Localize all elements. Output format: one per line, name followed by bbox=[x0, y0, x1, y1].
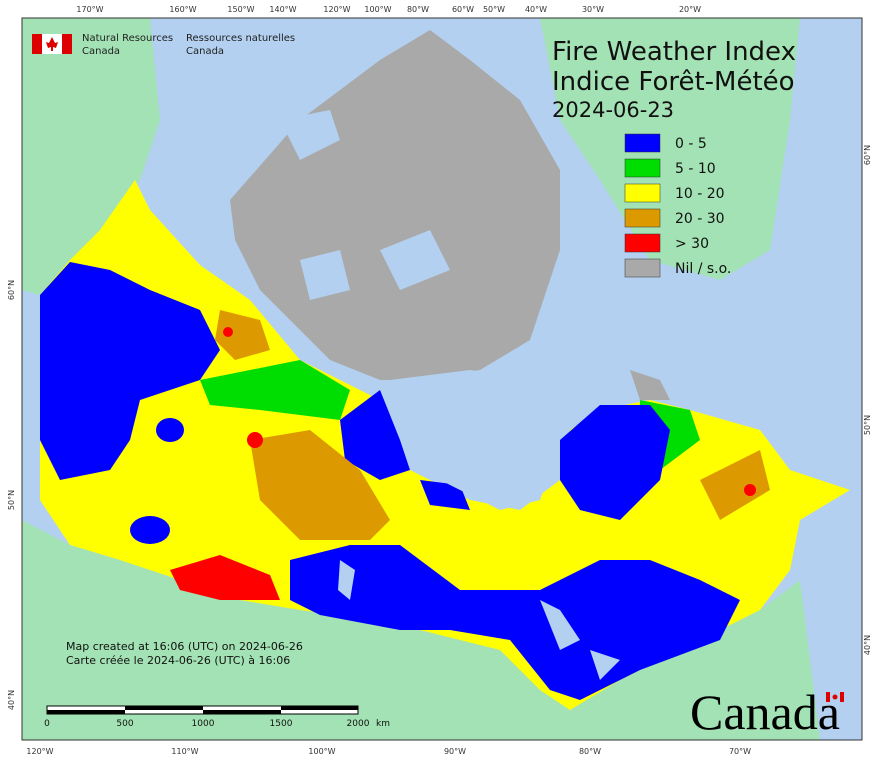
graticule-label: 80°W bbox=[579, 747, 601, 756]
maple-leaf bbox=[46, 37, 58, 51]
fwi-zone bbox=[560, 405, 670, 520]
flag-bar bbox=[826, 692, 830, 702]
legend-swatch bbox=[624, 258, 661, 278]
graticule-label: 150°W bbox=[227, 5, 254, 14]
scale-label: km bbox=[376, 719, 390, 729]
alaska bbox=[22, 18, 160, 295]
legend-label: 20 - 30 bbox=[675, 211, 725, 227]
legend-swatch bbox=[624, 233, 661, 253]
graticule-label: 160°W bbox=[169, 5, 196, 14]
fwi-zone bbox=[630, 370, 670, 400]
graticule-label: 60°W bbox=[452, 5, 474, 14]
scale-label: 1500 bbox=[270, 719, 293, 729]
fwi-zone bbox=[170, 555, 280, 600]
flag-bar bbox=[62, 34, 72, 54]
note: Map created at 16:06 (UTC) on 2024-06-26 bbox=[66, 640, 303, 653]
graticule-label: 120°W bbox=[26, 747, 53, 756]
fwi-zone bbox=[215, 310, 270, 360]
note: Carte créée le 2024-06-26 (UTC) à 16:06 bbox=[66, 654, 290, 667]
map-border bbox=[21, 17, 863, 741]
graticule-label: 100°W bbox=[308, 747, 335, 756]
fwi-zone bbox=[130, 516, 170, 544]
scale-label: 0 bbox=[44, 719, 50, 729]
graticule-label: 50°W bbox=[483, 5, 505, 14]
canada-wordmark: Canada bbox=[690, 684, 840, 740]
legend-swatch bbox=[624, 183, 661, 203]
fwi-zone bbox=[290, 545, 740, 700]
graticule-labels: 170°W 160°W 150°W 140°W 120°W 100°W 80°W… bbox=[7, 5, 872, 756]
fwi-zone bbox=[250, 430, 390, 540]
graticule-label: 70°W bbox=[729, 747, 751, 756]
scale-label: 500 bbox=[116, 719, 133, 729]
fwi-zone bbox=[247, 432, 263, 448]
greenland bbox=[540, 18, 800, 280]
graticule-label: 60°N bbox=[7, 280, 16, 300]
scale-segment bbox=[203, 710, 281, 714]
fwi-zone bbox=[340, 390, 410, 480]
title: Indice Forêt-Météo bbox=[552, 67, 795, 97]
graticule-label: 100°W bbox=[364, 5, 391, 14]
scale-label: 2000 bbox=[347, 719, 370, 729]
graticule-label: 90°W bbox=[444, 747, 466, 756]
arctic-channels bbox=[280, 110, 450, 300]
scale-label: 1000 bbox=[192, 719, 215, 729]
graticule-label: 170°W bbox=[76, 5, 103, 14]
fwi-zone bbox=[700, 450, 770, 520]
graticule-label: 50°N bbox=[863, 415, 872, 435]
legend-swatch bbox=[624, 208, 661, 228]
header: Natural Resources Canada Ressources natu… bbox=[32, 33, 295, 57]
wordmark: Canada bbox=[690, 684, 844, 740]
fwi-zone bbox=[156, 418, 184, 442]
graticule-label: 30°W bbox=[582, 5, 604, 14]
graticule-label: 40°W bbox=[525, 5, 547, 14]
fwi-zone bbox=[200, 360, 350, 420]
flag-bar bbox=[840, 692, 844, 702]
graticule-label: 50°N bbox=[7, 490, 16, 510]
graticule-label: 60°N bbox=[863, 145, 872, 165]
legend-label: 5 - 10 bbox=[675, 161, 716, 177]
legend-label: 0 - 5 bbox=[675, 136, 707, 152]
fwi-zone bbox=[40, 262, 220, 480]
legend-swatch bbox=[624, 133, 661, 153]
hudson-bay bbox=[390, 370, 560, 510]
lakes bbox=[338, 560, 620, 680]
legend-swatch bbox=[624, 158, 661, 178]
department-name: Natural Resources bbox=[82, 33, 173, 44]
graticule-label: 120°W bbox=[323, 5, 350, 14]
scale-segment bbox=[47, 710, 125, 714]
legend-label: Nil / s.o. bbox=[675, 261, 731, 277]
scale-segment bbox=[281, 706, 358, 710]
legend-label: 10 - 20 bbox=[675, 186, 725, 202]
fwi-zone bbox=[744, 484, 756, 496]
scale-bar: 0 500 1000 1500 2000 km bbox=[44, 705, 390, 729]
graticule-label: 40°N bbox=[863, 635, 872, 655]
title: Fire Weather Index bbox=[552, 37, 796, 67]
scale-segment bbox=[125, 706, 203, 710]
maple-leaf bbox=[832, 694, 838, 700]
department-name: Ressources naturelles bbox=[186, 33, 295, 44]
flag-bar bbox=[32, 34, 42, 54]
united-states bbox=[22, 520, 820, 740]
date: 2024-06-23 bbox=[552, 98, 674, 122]
land bbox=[22, 18, 850, 740]
graticule-label: 110°W bbox=[171, 747, 198, 756]
graticule-label: 140°W bbox=[269, 5, 296, 14]
graticule-label: 80°W bbox=[407, 5, 429, 14]
department-name: Canada bbox=[186, 46, 224, 57]
legend: 0 - 5 5 - 10 10 - 20 20 - 30 > 30 Nil / s.o. bbox=[624, 133, 731, 278]
legend-label: > 30 bbox=[675, 236, 709, 252]
graticule-label: 20°W bbox=[679, 5, 701, 14]
graticule-label: 40°N bbox=[7, 690, 16, 710]
fwi-zone bbox=[223, 327, 233, 337]
department-name: Canada bbox=[82, 46, 120, 57]
